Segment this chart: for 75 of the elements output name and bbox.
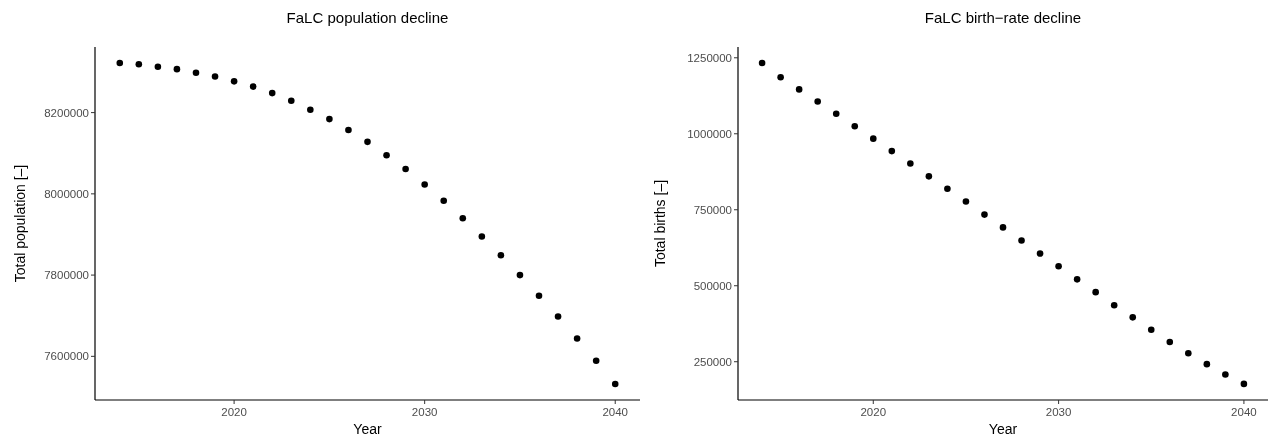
point <box>135 60 143 68</box>
point <box>326 115 333 123</box>
point <box>1240 380 1248 388</box>
point <box>516 271 524 279</box>
point <box>888 147 896 155</box>
point <box>478 233 486 240</box>
y-tick-label: 750000 <box>693 203 732 216</box>
point <box>907 160 914 167</box>
point <box>268 89 276 97</box>
point <box>440 197 448 205</box>
point <box>944 185 951 193</box>
point <box>345 126 352 134</box>
chart-title: FaLC birth−rate decline <box>924 9 1082 26</box>
point <box>832 110 840 118</box>
point <box>851 122 859 130</box>
point <box>1185 349 1192 357</box>
point <box>795 86 803 93</box>
point <box>1166 338 1174 346</box>
y-tick-label: 8000000 <box>44 187 89 200</box>
point <box>230 78 238 85</box>
point <box>611 380 619 388</box>
point <box>758 59 766 67</box>
x-axis-title: Year <box>353 421 382 437</box>
point <box>1018 237 1025 244</box>
point <box>573 335 581 342</box>
point <box>402 165 409 173</box>
point <box>383 151 390 159</box>
point <box>287 97 295 105</box>
point <box>1092 288 1099 296</box>
x-tick-label: 2040 <box>1231 406 1257 418</box>
x-tick-label: 2030 <box>411 406 438 418</box>
point <box>249 83 257 90</box>
point <box>777 73 784 81</box>
point <box>981 211 988 218</box>
x-axis-title: Year <box>988 421 1018 437</box>
point <box>592 357 600 365</box>
point <box>497 251 505 259</box>
point <box>535 292 543 300</box>
point <box>1147 326 1155 334</box>
point <box>925 173 933 180</box>
point <box>1203 360 1211 368</box>
point <box>459 214 467 222</box>
point <box>814 98 821 105</box>
point <box>869 135 877 142</box>
point <box>999 224 1007 231</box>
point <box>1055 263 1062 270</box>
y-tick-label: 1250000 <box>687 51 732 64</box>
point <box>1036 250 1044 257</box>
point <box>154 63 162 70</box>
y-tick-label: 7800000 <box>44 269 89 282</box>
point <box>307 106 314 114</box>
point <box>554 313 562 320</box>
point <box>421 181 428 188</box>
y-tick-label: 250000 <box>693 355 732 368</box>
x-tick-label: 2020 <box>221 406 247 418</box>
y-tick-label: 1000000 <box>687 127 732 140</box>
point <box>211 73 219 80</box>
point <box>1222 371 1229 378</box>
x-tick-label: 2020 <box>860 406 887 418</box>
point <box>1110 301 1118 309</box>
point <box>962 198 970 205</box>
point <box>1129 314 1137 321</box>
point <box>116 59 124 67</box>
y-tick-label: 500000 <box>693 279 732 292</box>
x-tick-label: 2030 <box>1045 406 1072 418</box>
point <box>192 69 200 77</box>
x-tick-label: 2040 <box>602 406 629 418</box>
y-axis-title: Total births [–] <box>652 179 668 268</box>
y-tick-label: 8200000 <box>44 106 89 119</box>
point <box>173 65 181 73</box>
point <box>364 138 371 146</box>
chart-title: FaLC population decline <box>286 9 449 26</box>
point <box>1073 276 1081 283</box>
y-axis-title: Total population [–] <box>12 164 28 283</box>
y-tick-label: 7600000 <box>44 350 89 363</box>
